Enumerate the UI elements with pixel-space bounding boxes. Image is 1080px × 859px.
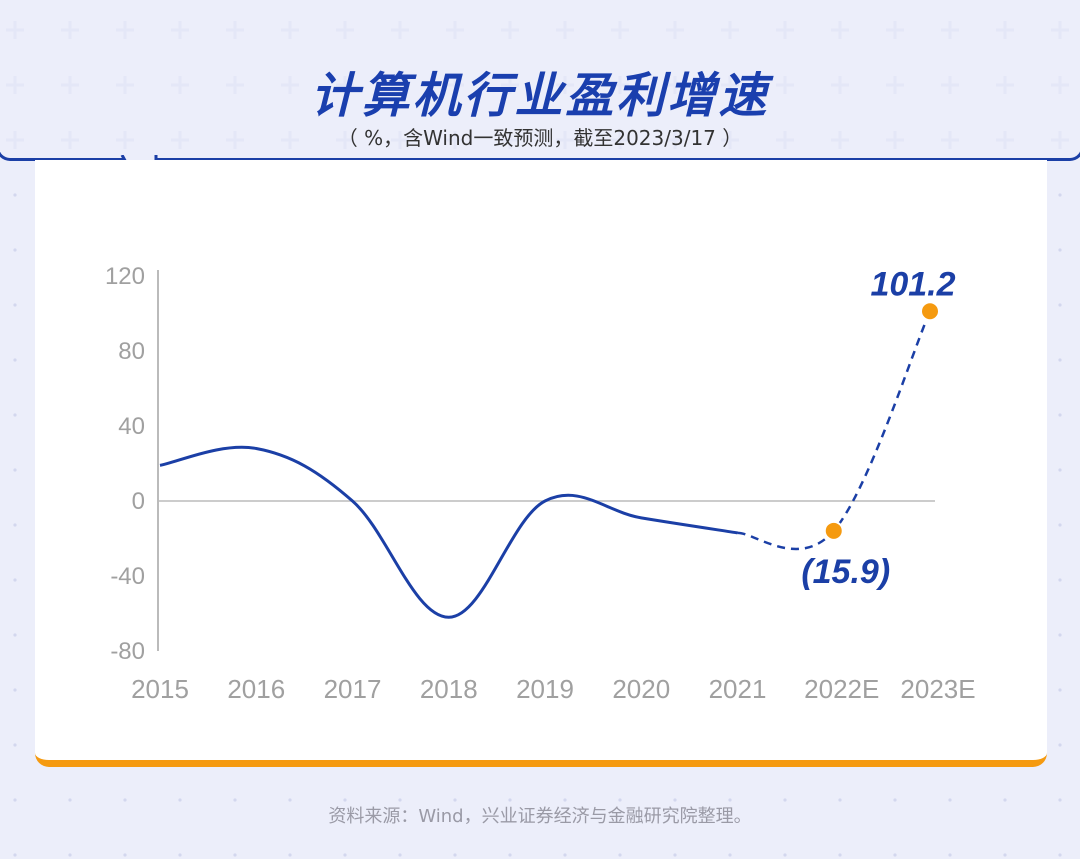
y-tick-label: 40	[118, 413, 145, 440]
dot-mark	[1058, 743, 1062, 747]
x-tick-label: 2018	[420, 674, 478, 704]
dot-mark	[1058, 523, 1062, 527]
dot-mark	[673, 853, 677, 857]
dot-mark	[13, 853, 17, 857]
dot-mark	[673, 798, 677, 802]
y-tick-label: -80	[110, 638, 145, 665]
dot-mark	[728, 798, 732, 802]
y-tick-label: 80	[118, 338, 145, 365]
dot-mark	[13, 633, 17, 637]
dot-mark	[123, 853, 127, 857]
x-tick-label: 2021	[709, 674, 767, 704]
x-tick-label: 2022E	[804, 674, 879, 704]
dot-mark	[68, 798, 72, 802]
dot-mark	[13, 743, 17, 747]
source-note: 资料来源：Wind，兴业证券经济与金融研究院整理。	[328, 806, 752, 827]
dot-mark	[618, 798, 622, 802]
dot-mark	[1058, 633, 1062, 637]
dot-mark	[618, 853, 622, 857]
dot-mark	[1058, 853, 1062, 857]
dot-mark	[1003, 798, 1007, 802]
dot-mark	[453, 853, 457, 857]
dot-mark	[1058, 248, 1062, 252]
data-label: 101.2	[870, 265, 955, 303]
estimate-series-line	[737, 310, 932, 551]
x-tick-label: 2019	[516, 674, 574, 704]
dot-mark	[563, 798, 567, 802]
dot-mark	[893, 853, 897, 857]
dot-mark	[398, 798, 402, 802]
x-tick-label: 2016	[227, 674, 285, 704]
dot-mark	[178, 798, 182, 802]
chart-card	[35, 160, 1047, 767]
actual-series-line	[159, 445, 738, 619]
dot-mark	[13, 413, 17, 417]
dot-mark	[508, 853, 512, 857]
dot-mark	[1058, 688, 1062, 692]
x-tick-label: 2017	[324, 674, 382, 704]
dot-mark	[1058, 413, 1062, 417]
dot-mark	[838, 853, 842, 857]
dot-mark	[728, 853, 732, 857]
data-point-marker	[823, 520, 844, 541]
dot-mark	[783, 853, 787, 857]
dot-mark	[13, 303, 17, 307]
dot-mark	[123, 798, 127, 802]
dot-mark	[838, 798, 842, 802]
dot-mark	[68, 853, 72, 857]
dot-mark	[508, 798, 512, 802]
dot-mark	[13, 193, 17, 197]
x-tick-label: 2023E	[900, 674, 975, 704]
x-tick-label: 2020	[612, 674, 670, 704]
dot-mark	[178, 853, 182, 857]
dot-mark	[1003, 853, 1007, 857]
dot-mark	[13, 358, 17, 362]
dot-mark	[13, 248, 17, 252]
dot-mark	[1058, 193, 1062, 197]
chart-title: 计算机行业盈利增速	[310, 68, 770, 124]
dot-mark	[1058, 798, 1062, 802]
dot-mark	[563, 853, 567, 857]
y-tick-label: -40	[110, 563, 145, 590]
dot-mark	[893, 798, 897, 802]
dot-mark	[343, 798, 347, 802]
dot-mark	[13, 468, 17, 472]
data-point-marker	[920, 301, 940, 322]
dot-mark	[288, 853, 292, 857]
dot-mark	[1058, 468, 1062, 472]
dot-mark	[948, 798, 952, 802]
dot-mark	[1058, 578, 1062, 582]
y-tick-label: 120	[105, 263, 145, 290]
dot-mark	[783, 798, 787, 802]
dot-mark	[13, 688, 17, 692]
x-tick-label: 2015	[131, 674, 189, 704]
dot-mark	[1058, 358, 1062, 362]
dot-mark	[398, 853, 402, 857]
dot-mark	[948, 853, 952, 857]
chart-subtitle: （ %，含Wind一致预测，截至2023/3/17 ）	[337, 126, 743, 150]
dot-mark	[343, 853, 347, 857]
dot-mark	[1058, 303, 1062, 307]
y-tick-label: 0	[132, 488, 145, 515]
data-label: (15.9)	[801, 553, 890, 591]
dot-mark	[288, 798, 292, 802]
speech-bubble-header	[0, 0, 1080, 161]
dot-mark	[453, 798, 457, 802]
dot-mark	[233, 798, 237, 802]
dot-mark	[13, 523, 17, 527]
dot-mark	[13, 798, 17, 802]
dot-mark	[233, 853, 237, 857]
dot-mark	[13, 578, 17, 582]
